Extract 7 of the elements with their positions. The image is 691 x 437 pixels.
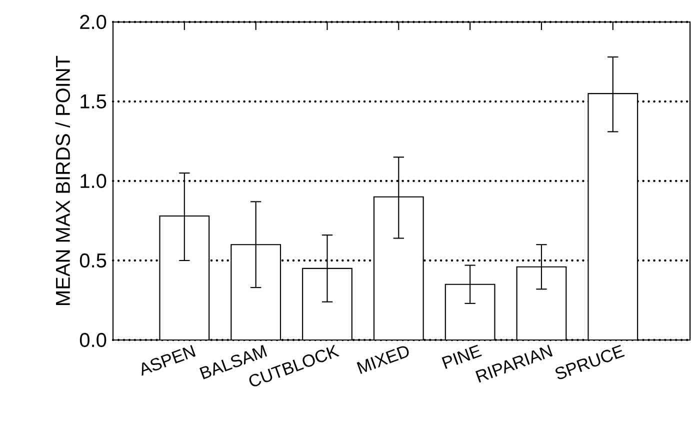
y-tick-label: 0.5 <box>80 253 106 268</box>
y-tick-label: 2.0 <box>80 14 106 30</box>
x-tick-label: MIXED <box>356 346 409 374</box>
y-axis-title: MEAN MAX BIRDS / POINT <box>55 56 70 305</box>
y-tick-label: 1.0 <box>80 174 106 188</box>
y-tick-label: 1.5 <box>80 94 106 108</box>
y-tick-label: 0.0 <box>80 332 106 348</box>
